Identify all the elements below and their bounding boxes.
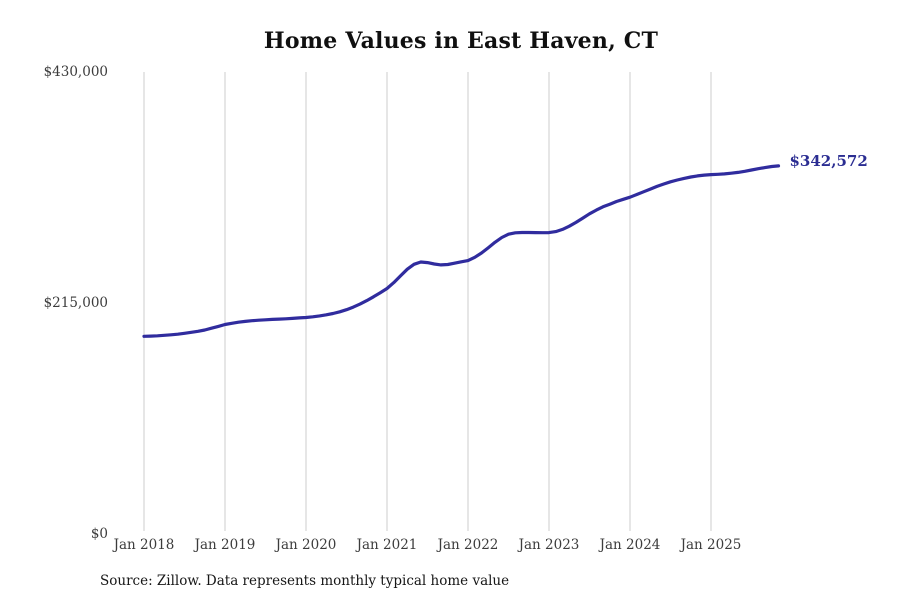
x-axis-tick-label: Jan 2024 bbox=[599, 537, 661, 553]
x-axis-tick-label: Jan 2023 bbox=[518, 537, 580, 553]
x-axis-tick-label: Jan 2019 bbox=[194, 537, 256, 553]
x-axis-tick-label: Jan 2018 bbox=[113, 537, 175, 553]
chart-title: Home Values in East Haven, CT bbox=[263, 28, 659, 54]
home-value-series-line bbox=[142, 164, 781, 338]
x-axis-tick-label: Jan 2020 bbox=[275, 537, 337, 553]
source-note: Source: Zillow. Data represents monthly … bbox=[100, 573, 510, 589]
y-axis-tick-label: $430,000 bbox=[43, 64, 108, 80]
end-value-label: $342,572 bbox=[789, 151, 868, 170]
x-axis-tick-label: Jan 2022 bbox=[437, 537, 499, 553]
y-axis-tick-label: $0 bbox=[90, 526, 108, 542]
x-axis-tick-label: Jan 2025 bbox=[680, 537, 742, 553]
x-axis-tick-label: Jan 2021 bbox=[356, 537, 418, 553]
y-axis-tick-label: $215,000 bbox=[43, 295, 108, 311]
